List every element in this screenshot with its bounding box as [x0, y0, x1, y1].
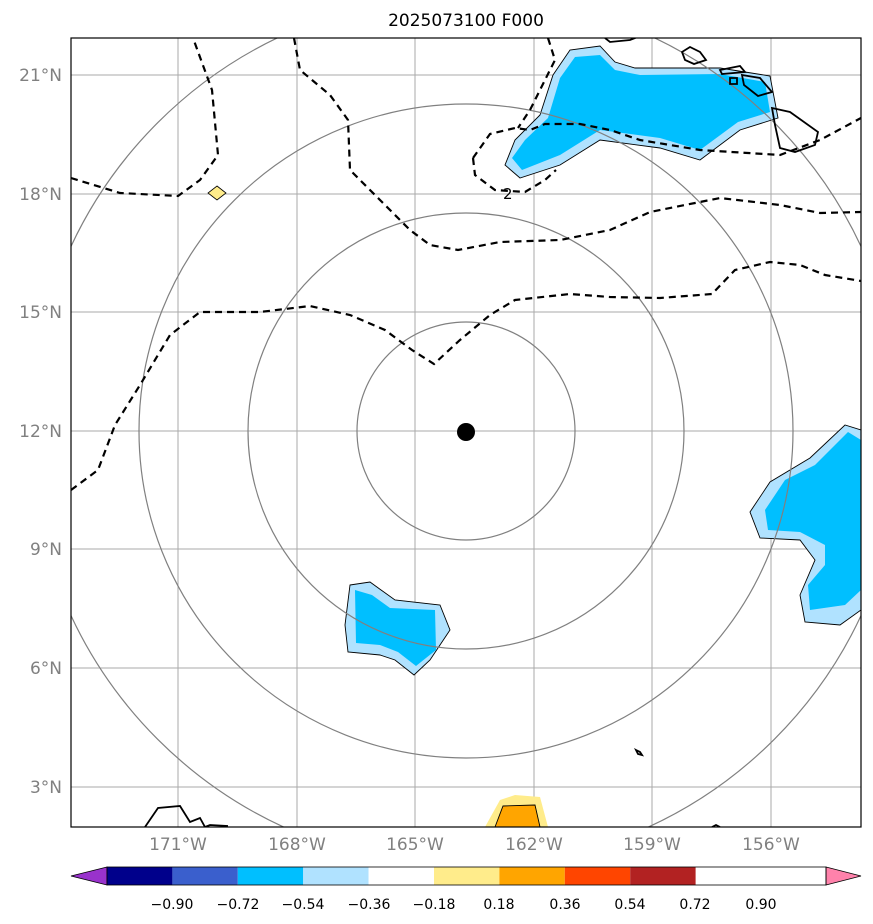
colorbar-label: −0.72	[217, 897, 260, 913]
colorbar-extend-low	[70, 866, 108, 886]
range-rings	[71, 38, 861, 827]
shaded-field-west	[344, 581, 451, 676]
x-tick-label: 165°W	[386, 835, 444, 855]
colorbar-label: 0.72	[679, 897, 710, 913]
dashed-contours	[71, 38, 861, 491]
y-axis-labels: 21°N 18°N 15°N 12°N 9°N 6°N 3°N	[19, 66, 62, 798]
y-tick-label: 9°N	[30, 540, 62, 560]
colorbar-label: 0.18	[483, 897, 514, 913]
y-tick-label: 12°N	[19, 422, 62, 442]
map-frame	[70, 37, 862, 828]
colorbar-swatch	[499, 867, 565, 885]
colorbar-label: −0.54	[282, 897, 325, 913]
y-tick-label: 6°N	[30, 659, 62, 679]
contour-label: 2	[503, 185, 513, 203]
shaded-field-east	[749, 424, 861, 626]
map-title: 2025073100 F000	[388, 11, 544, 31]
x-axis-labels: 171°W 168°W 165°W 162°W 159°W 156°W	[149, 835, 800, 855]
colorbar-swatch	[564, 867, 631, 885]
colorbar-swatch	[630, 867, 696, 885]
y-tick-label: 3°N	[30, 778, 62, 798]
colorbar-extend-high	[825, 866, 862, 886]
y-tick-label: 15°N	[19, 303, 62, 323]
colorbar-label: −0.18	[413, 897, 456, 913]
colorbar-label: 0.90	[745, 897, 776, 913]
colorbar-swatch	[172, 867, 238, 885]
colorbar-swatch	[237, 867, 304, 885]
y-tick-label: 18°N	[19, 185, 62, 205]
x-tick-label: 159°W	[623, 835, 681, 855]
shaded-field-small	[207, 185, 227, 201]
map-area: 2	[71, 38, 861, 827]
colorbar-swatch	[368, 867, 434, 885]
y-tick-label: 21°N	[19, 66, 62, 86]
center-marker	[457, 423, 475, 441]
shaded-field-north	[504, 45, 779, 179]
x-tick-label: 168°W	[268, 835, 326, 855]
colorbar: −0.90 −0.72 −0.54 −0.36 −0.18 0.18 0.36 …	[70, 866, 862, 913]
x-tick-label: 156°W	[742, 835, 800, 855]
coastlines	[144, 38, 820, 827]
colorbar-label: −0.90	[151, 897, 194, 913]
colorbar-swatch	[107, 867, 173, 885]
x-tick-label: 162°W	[505, 835, 563, 855]
colorbar-swatch	[303, 867, 369, 885]
colorbar-swatch	[434, 867, 500, 885]
colorbar-label: 0.54	[614, 897, 645, 913]
colorbar-label: 0.36	[549, 897, 580, 913]
shaded-field-south	[485, 795, 548, 827]
colorbar-label: −0.36	[348, 897, 391, 913]
x-tick-label: 171°W	[149, 835, 207, 855]
